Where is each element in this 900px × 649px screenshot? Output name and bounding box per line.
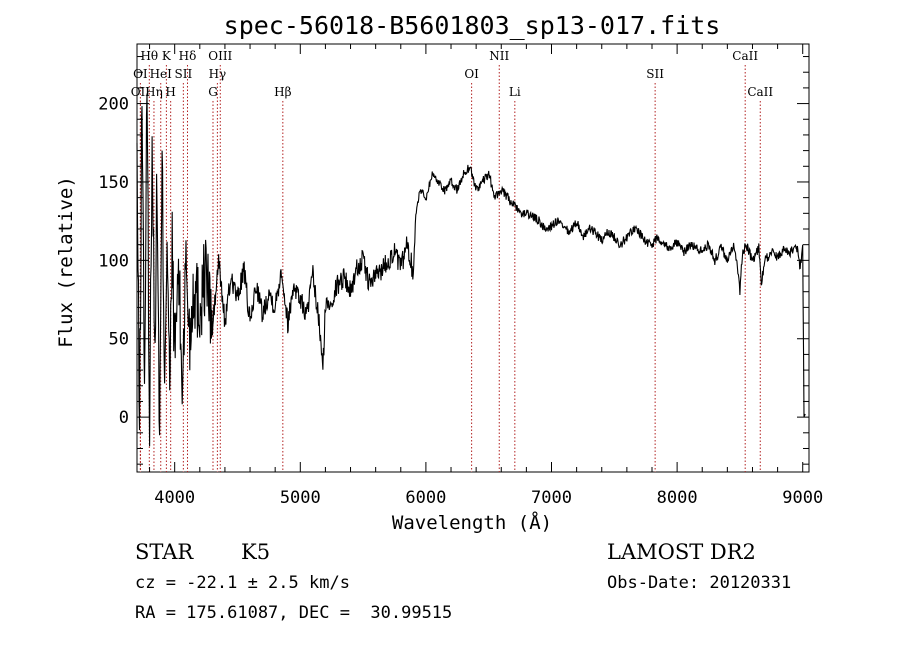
line-label: G bbox=[208, 85, 218, 99]
line-label: H bbox=[165, 85, 175, 99]
y-tick-label: 200 bbox=[98, 95, 129, 115]
line-label: HeI bbox=[150, 67, 173, 81]
y-tick-label: 0 bbox=[119, 408, 129, 428]
line-label: CaII bbox=[732, 49, 758, 63]
survey-name: LAMOST DR2 bbox=[607, 540, 756, 564]
x-tick-label: 6000 bbox=[405, 488, 446, 508]
line-label: NII bbox=[489, 49, 509, 63]
x-tick-label: 7000 bbox=[531, 488, 572, 508]
observation-date: Obs-Date: 20120331 bbox=[607, 573, 792, 593]
axis-ticks: 4000 5000 6000 7000 8000 9000 0 50 100 150 200 bbox=[98, 44, 823, 508]
line-label: Li bbox=[509, 85, 521, 99]
line-label: SII bbox=[646, 67, 664, 81]
line-label: CaII bbox=[747, 85, 773, 99]
plot-frame bbox=[136, 43, 810, 473]
line-label: OI bbox=[133, 67, 148, 81]
y-axis-label: Flux (relative) bbox=[55, 176, 77, 348]
x-tick-label: 8000 bbox=[657, 488, 698, 508]
x-tick-label: 9000 bbox=[782, 488, 823, 508]
line-label: OII bbox=[131, 85, 151, 99]
y-tick-label: 150 bbox=[98, 173, 129, 193]
line-label: Hθ bbox=[140, 49, 158, 63]
spectrum-series bbox=[136, 93, 806, 447]
x-axis-label: Wavelength (Å) bbox=[392, 511, 552, 534]
line-label: Hη bbox=[145, 85, 163, 99]
object-subclass: K5 bbox=[241, 540, 271, 564]
spectrum-line bbox=[136, 93, 806, 447]
y-tick-label: 100 bbox=[98, 251, 129, 271]
line-label: SII bbox=[174, 67, 192, 81]
line-markers bbox=[139, 65, 761, 472]
object-class: STAR bbox=[135, 540, 194, 564]
redshift-cz: cz = -22.1 ± 2.5 km/s bbox=[135, 573, 350, 593]
line-label: OIII bbox=[208, 49, 232, 63]
line-label: Hδ bbox=[179, 49, 197, 63]
line-label: Hγ bbox=[209, 67, 227, 81]
line-label: K bbox=[162, 49, 172, 63]
line-label: Hβ bbox=[274, 85, 291, 99]
x-tick-label: 5000 bbox=[280, 488, 321, 508]
ra-dec: RA = 175.61087, DEC = 30.99515 bbox=[135, 603, 453, 623]
line-label: OI bbox=[464, 67, 479, 81]
chart-title: spec-56018-B5601803_sp13-017.fits bbox=[224, 11, 721, 40]
x-tick-label: 4000 bbox=[154, 488, 195, 508]
y-tick-label: 50 bbox=[109, 330, 129, 350]
